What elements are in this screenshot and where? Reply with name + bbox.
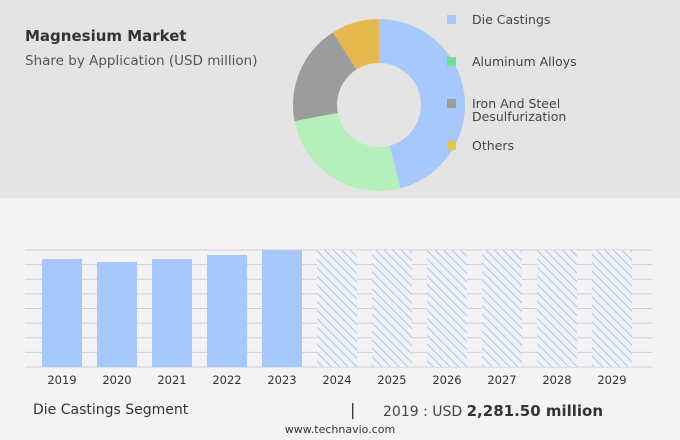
segment-label: Die Castings Segment: [33, 402, 189, 418]
bar-2022: [207, 254, 247, 367]
bar-2021: [152, 258, 192, 367]
year-label: 2019 : USD: [383, 404, 463, 420]
value: 2,281.50 million: [466, 402, 604, 420]
chart-subtitle: Share by Application (USD million): [25, 53, 258, 69]
forecast-bar-2024: [317, 250, 357, 367]
donut-slice-3: [332, 19, 379, 70]
legend-swatch: [447, 57, 456, 66]
forecast-bar-2026: [427, 250, 467, 367]
forecast-bar-2025: [372, 250, 412, 367]
chart-title: Magnesium Market: [25, 27, 187, 45]
donut-slice-1: [294, 112, 401, 192]
legend-item: Die Castings: [447, 12, 602, 27]
legend-item: Others: [447, 138, 602, 153]
x-tick-label: 2023: [267, 373, 296, 387]
x-tick-label: 2022: [212, 373, 241, 387]
legend-item: Aluminum Alloys: [447, 54, 602, 69]
forecast-bar-2027: [482, 250, 522, 367]
source-url: www.technavio.com: [284, 423, 396, 436]
x-tick-label: 2029: [597, 373, 626, 387]
bar-2019: [42, 258, 82, 367]
donut-slice-2: [293, 32, 357, 122]
legend-swatch: [447, 15, 456, 24]
x-tick-label: 2027: [487, 373, 516, 387]
legend-label: Aluminum Alloys: [472, 54, 577, 69]
x-tick-label: 2025: [377, 373, 406, 387]
bar-chart: 2019 2020 2021 2022 2023 2024 2025 2026 2027 2028…: [25, 249, 652, 387]
legend-label: Others: [472, 138, 515, 153]
x-tick-label: 2019: [47, 373, 76, 387]
legend-label: Iron And Steel Desulfurization: [472, 96, 567, 124]
x-tick-label: 2028: [542, 373, 571, 387]
forecast-bar-2029: [592, 250, 632, 367]
donut-chart: [293, 19, 465, 192]
bar-2023: [262, 250, 302, 367]
x-tick-label: 2021: [157, 373, 186, 387]
segment-value: 2019 : USD 2,281.50 million: [383, 402, 603, 420]
legend-swatch: [447, 141, 456, 150]
x-tick-label: 2024: [322, 373, 351, 387]
legend-label: Die Castings: [472, 12, 551, 27]
x-tick-label: 2026: [432, 373, 461, 387]
separator: |: [350, 400, 356, 419]
x-tick-label: 2020: [102, 373, 131, 387]
donut-slice-0: [379, 19, 465, 189]
forecast-bar-2028: [537, 250, 577, 367]
legend-swatch: [447, 99, 456, 108]
bar-2020: [97, 261, 137, 367]
legend-item: Iron And Steel Desulfurization: [447, 96, 602, 124]
